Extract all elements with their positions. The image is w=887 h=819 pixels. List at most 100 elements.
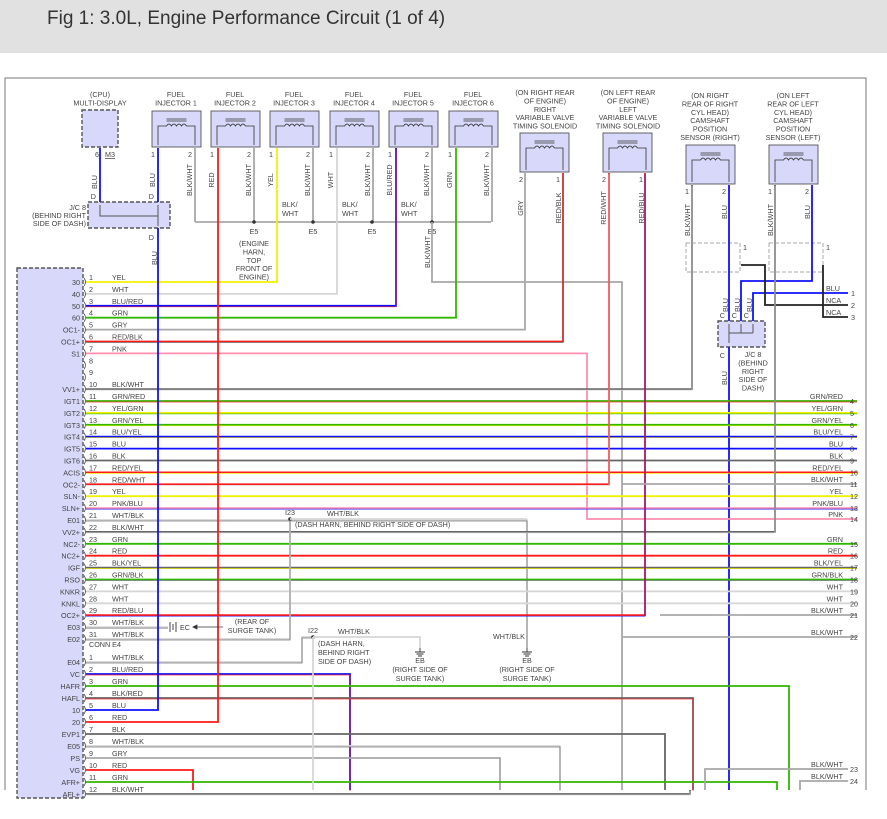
pin-connector-icon: [83, 349, 86, 358]
ecm-pin-function: IGF: [68, 564, 81, 573]
pin-connector-icon: [83, 563, 86, 572]
injector-label: INJECTOR 3: [273, 98, 315, 107]
terminal-wire-label: BLK: [829, 452, 843, 461]
vvt-solenoid-label: TIMING SOLENOID: [513, 122, 577, 131]
ecm-wire-label: GRN: [112, 677, 128, 686]
pin-connector-icon: [83, 622, 86, 632]
jc8-right-label: DASH): [742, 384, 764, 393]
ecm-wire-label: WHT: [112, 594, 129, 603]
pin-connector-icon: [83, 384, 86, 394]
terminal-number: 1: [851, 289, 855, 298]
wire-label: BLU: [720, 371, 729, 385]
ecm-wire-18-tracer: [86, 174, 610, 486]
terminal-wire-label: BLK/WHT: [811, 475, 844, 484]
ecm-pin-number: 19: [89, 487, 97, 496]
splice-i22-desc: BEHIND RIGHT: [318, 648, 370, 657]
pin-connector-icon: [83, 669, 86, 679]
jc8-right-pin: C: [732, 311, 737, 320]
ecm-wire-12: [86, 790, 691, 795]
pin-connector-icon: [83, 372, 86, 382]
ecm-pin-number: 6: [89, 333, 93, 342]
terminal-number: 22: [850, 633, 858, 642]
terminal-number: 18: [850, 576, 858, 585]
vvt-solenoid-label: (ON LEFT REAR: [601, 88, 656, 97]
terminal-number: 14: [850, 515, 858, 524]
ecm-wire-6: [86, 148, 219, 723]
vvt-solenoid-left: [602, 132, 653, 173]
ecm-wire-8: [86, 745, 561, 790]
terminal-number: 19: [850, 587, 858, 596]
coil-core-icon: [403, 118, 424, 122]
ecm-wire-label: BLU: [112, 440, 126, 449]
cam-pin: 2: [722, 187, 726, 196]
multi-display-label: (CPU): [90, 90, 110, 99]
ecm-wire-10: [86, 769, 194, 790]
pin-connector-icon: [83, 705, 86, 715]
pin-connector-icon: [83, 777, 86, 787]
wire-label: WHT: [401, 209, 418, 218]
pin-connector-icon: [83, 527, 86, 537]
terminal-number: 24: [850, 777, 858, 786]
cam-sensor-label: SENSOR (RIGHT): [680, 133, 740, 142]
ecm-pin-function: IGT6: [64, 457, 80, 466]
terminal-wire-label: WHT: [827, 594, 844, 603]
cam-sensor-label: REAR OF LEFT: [767, 99, 819, 108]
pin-connector-icon: [83, 420, 86, 430]
terminal-number: 7: [850, 433, 854, 442]
terminal-wire-label: GRN/YEL: [811, 416, 843, 425]
ecm-wire-label: RED/YEL: [112, 463, 143, 472]
coil-core-icon: [225, 118, 246, 122]
ecm-wire-label: BLU/RED: [112, 297, 143, 306]
ecm-wire-label: BLK/YEL: [112, 559, 141, 568]
ecm-pin-function: VC: [70, 670, 80, 679]
pin-connector-icon: [83, 575, 86, 584]
ecm-pin-number: 27: [89, 582, 97, 591]
wire-label: WHT/BLK: [327, 509, 359, 518]
figure-title: Fig 1: 3.0L, Engine Performance Circuit …: [47, 8, 446, 29]
pin-connector-icon: [83, 432, 86, 441]
ecm-pin-number: 9: [89, 368, 93, 377]
terminal-number: 20: [850, 599, 858, 608]
wire-label: BLU: [803, 205, 812, 219]
ecm-wire-label: GRN/RED: [112, 392, 145, 401]
ecm-wire-label: BLK/RED: [112, 689, 143, 698]
ecm-pin-number: 10: [89, 761, 97, 770]
ecm-wire-21-tracer: [86, 520, 528, 649]
ecm-pin-function: OC1+: [61, 338, 80, 347]
wire-label: RED: [207, 172, 216, 187]
wire-label: BLU: [90, 175, 99, 189]
shield-pin: 1: [743, 243, 747, 252]
pin-connector-icon: [83, 491, 86, 501]
ecm-wire-31-tracer: [86, 520, 291, 641]
fuel-injector-2: [210, 110, 261, 148]
ecm-wire-2-tracer: [86, 674, 351, 791]
ecm-pin-number: 5: [89, 701, 93, 710]
wire-label: BLK/WHT: [683, 203, 692, 236]
cam-pin: 1: [768, 187, 772, 196]
ecm-pin-number: 7: [89, 725, 93, 734]
ecm-pin-function: HAFR: [60, 682, 80, 691]
injector-pin: 1: [388, 150, 392, 159]
ground-ec-icon: [169, 622, 177, 632]
jc8-internal-bus: [99, 205, 159, 226]
pin-connector-icon: [83, 753, 86, 763]
ecm-pin-number: 17: [89, 463, 97, 472]
ecm-wire-5: [86, 228, 159, 711]
ecm-wire-label: GRN/YEL: [112, 416, 144, 425]
splice-dot: [370, 220, 374, 224]
figure-title-bar: Fig 1: 3.0L, Engine Performance Circuit …: [0, 0, 887, 53]
pin-connector-icon: [83, 468, 86, 477]
ecm-pin-number: 30: [89, 618, 97, 627]
coil-winding-icon: [157, 123, 196, 145]
terminal-number: 11: [850, 480, 857, 489]
i22-wire: [313, 636, 421, 648]
ecm-pin-function: 20: [72, 718, 80, 727]
wire-label: BLK/WHT: [482, 163, 491, 196]
jc8-right-pin: C: [720, 351, 725, 360]
wire-label: WHT/BLK: [338, 627, 370, 636]
wire-label: BLK/WHT: [244, 163, 253, 196]
injector-label: FUEL: [285, 90, 303, 99]
terminal-wire-label: PNK/BLU: [812, 499, 843, 508]
cam-sensor-label: (ON RIGHT: [691, 91, 729, 100]
terminal-wire-label: PNK: [828, 510, 843, 519]
